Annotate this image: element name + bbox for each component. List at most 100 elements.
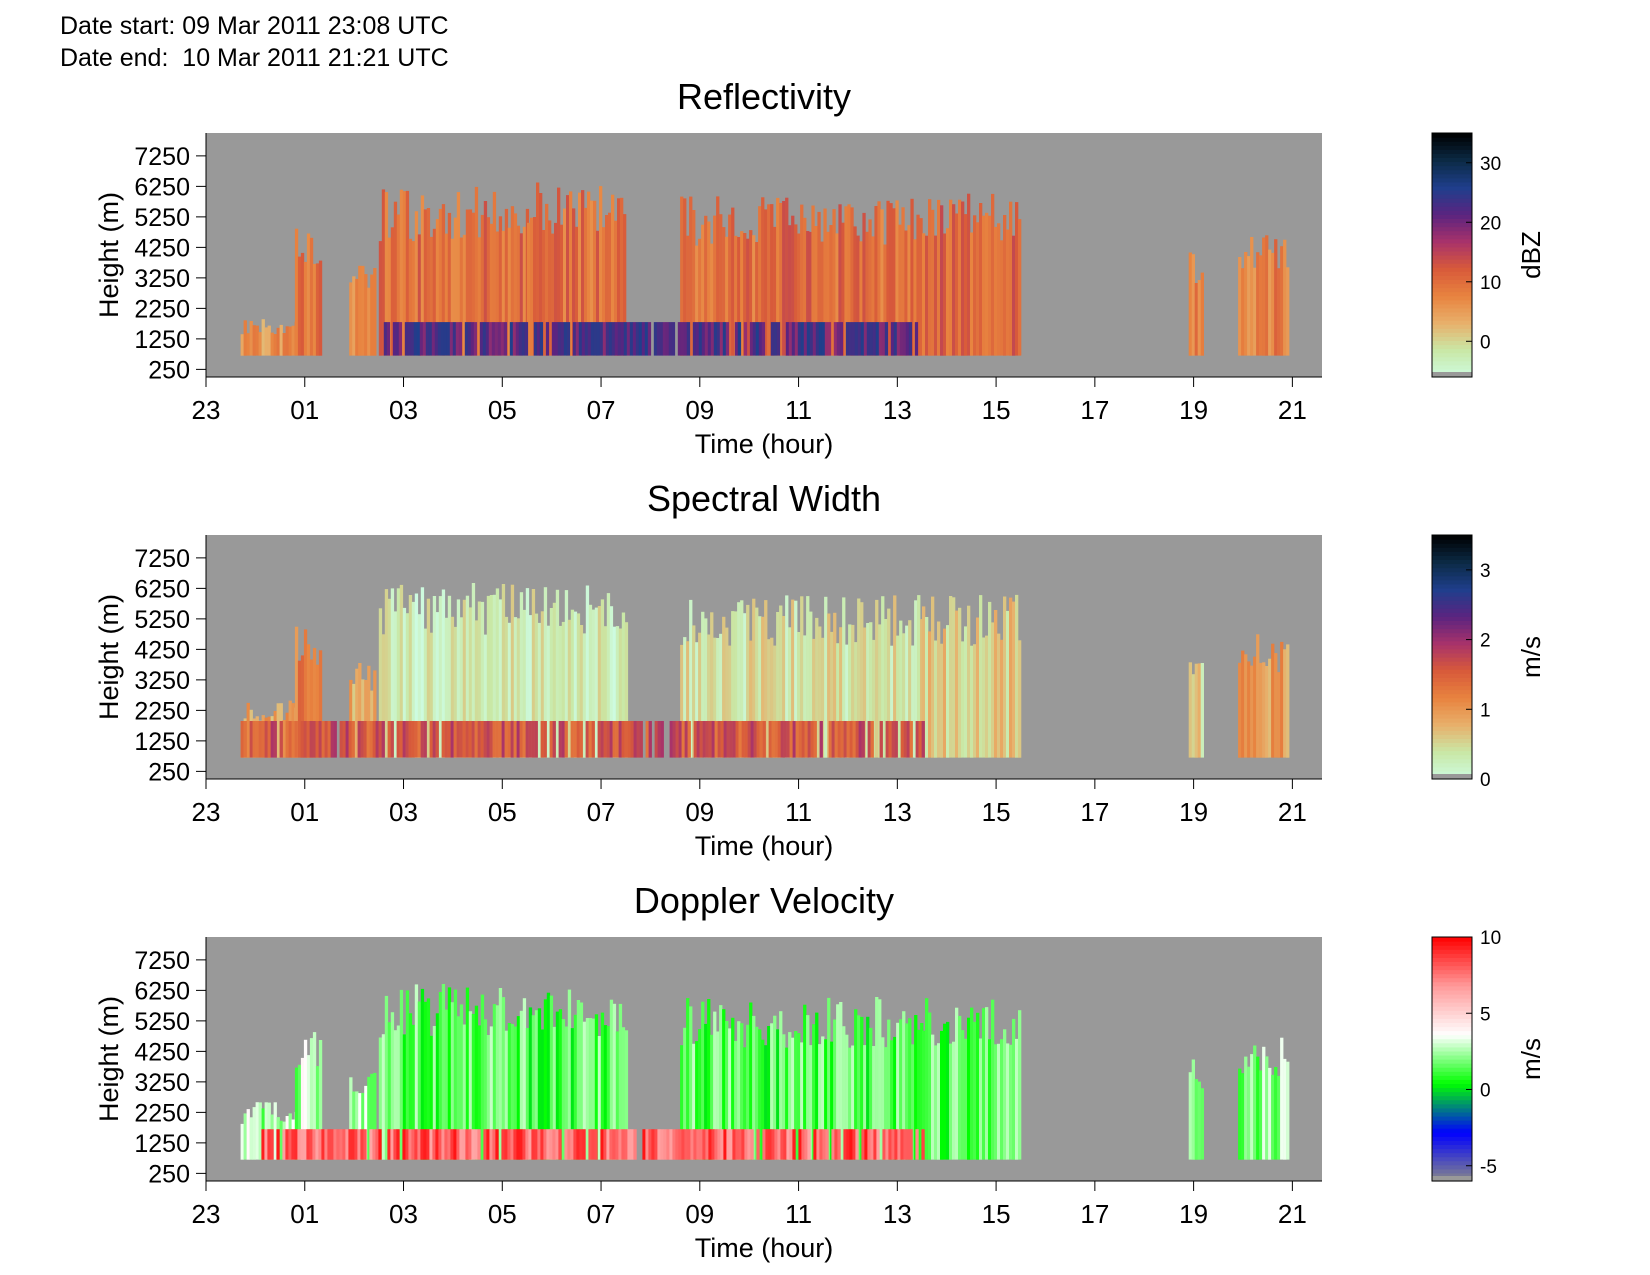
- data-band-column: [603, 721, 607, 758]
- data-column: [683, 198, 687, 356]
- data-band-column: [536, 322, 541, 356]
- data-column: [441, 984, 446, 1160]
- data-band-column: [372, 1129, 376, 1160]
- colorbar-step: [1432, 535, 1472, 540]
- data-column: [755, 607, 759, 758]
- data-band-column: [681, 1129, 685, 1160]
- y-tick-label: 6250: [134, 575, 190, 603]
- data-column: [355, 1091, 359, 1160]
- data-band-column: [902, 322, 907, 356]
- data-band-column: [363, 721, 367, 758]
- colorbar-step: [1432, 539, 1472, 544]
- data-column: [1244, 1056, 1248, 1160]
- data-column: [920, 619, 924, 758]
- data-column: [624, 622, 629, 758]
- data-band-column: [729, 721, 733, 758]
- data-column: [623, 214, 627, 356]
- data-band-column: [561, 721, 565, 758]
- data-band-column: [717, 1129, 721, 1160]
- data-band-column: [615, 1129, 619, 1160]
- colorbar-step: [1432, 673, 1472, 678]
- colorbar-step: [1432, 1144, 1472, 1150]
- data-band-column: [474, 1129, 478, 1160]
- data-column: [393, 1030, 398, 1160]
- data-band-column: [819, 1129, 823, 1160]
- data-column: [797, 1033, 801, 1160]
- data-band-column: [875, 322, 880, 356]
- data-column: [564, 1026, 569, 1160]
- data-column: [746, 1024, 750, 1160]
- colorbar-tick-label: 1: [1480, 700, 1491, 721]
- data-column: [958, 199, 962, 356]
- colorbar-step: [1432, 1079, 1472, 1084]
- data-band-column: [900, 721, 904, 758]
- data-band-column: [848, 322, 853, 356]
- data-band-column: [606, 1129, 610, 1160]
- data-band-column: [309, 1129, 313, 1160]
- colorbar-tick-label: 10: [1480, 273, 1501, 294]
- data-column: [857, 598, 861, 758]
- data-column: [830, 631, 834, 758]
- data-band-column: [411, 721, 415, 758]
- colorbar-tick-label: 10: [1480, 928, 1501, 949]
- data-column: [373, 1072, 377, 1160]
- data-band-column: [387, 721, 391, 758]
- data-column: [785, 1047, 789, 1160]
- data-column: [689, 1006, 693, 1160]
- data-band-column: [648, 721, 652, 758]
- data-band-column: [312, 1129, 316, 1160]
- data-column: [240, 334, 244, 356]
- colorbar-step: [1432, 985, 1472, 991]
- data-column: [393, 201, 398, 356]
- data-band-column: [360, 1129, 364, 1160]
- doppler-velocity-title: Doppler Velocity: [634, 880, 894, 921]
- data-column: [560, 224, 564, 356]
- data-column: [764, 600, 768, 758]
- data-column: [683, 637, 687, 758]
- data-column: [940, 1030, 944, 1160]
- data-band-column: [312, 721, 316, 758]
- data-column: [1256, 634, 1260, 758]
- data-band-column: [723, 721, 727, 758]
- data-column: [396, 214, 401, 356]
- data-column: [842, 1026, 846, 1160]
- data-band-column: [549, 721, 553, 758]
- data-band-column: [909, 721, 913, 758]
- data-column: [399, 989, 404, 1160]
- colorbar-tick-label: 5: [1480, 1004, 1491, 1025]
- data-band-column: [528, 721, 532, 758]
- data-band-column: [675, 1129, 679, 1160]
- data-band-column: [602, 322, 607, 356]
- data-column: [405, 990, 410, 1160]
- data-column: [1271, 643, 1275, 758]
- data-column: [573, 611, 578, 758]
- data-band-column: [249, 721, 253, 758]
- data-column: [246, 702, 250, 758]
- data-column: [725, 236, 729, 356]
- data-band-column: [531, 721, 535, 758]
- data-column: [943, 628, 947, 758]
- data-band-column: [851, 322, 856, 356]
- data-band-column: [300, 721, 304, 758]
- data-band-column: [534, 1129, 538, 1160]
- data-band-column: [903, 1129, 907, 1160]
- data-column: [575, 226, 579, 356]
- colorbar-step: [1432, 567, 1472, 573]
- data-column: [405, 190, 410, 356]
- data-band-column: [617, 322, 622, 356]
- data-column: [973, 1021, 977, 1160]
- data-column: [370, 274, 374, 356]
- data-band-column: [375, 1129, 379, 1160]
- data-column: [618, 1003, 623, 1160]
- data-band-column: [684, 1129, 688, 1160]
- data-column: [776, 612, 780, 758]
- data-band-column: [648, 1129, 652, 1160]
- data-column: [875, 997, 879, 1160]
- data-band-column: [809, 322, 814, 356]
- data-column: [722, 616, 726, 758]
- data-column: [1262, 1046, 1266, 1160]
- data-band-column: [714, 1129, 718, 1160]
- data-band-column: [729, 1129, 733, 1160]
- data-column: [358, 1093, 362, 1160]
- data-band-column: [657, 1129, 661, 1160]
